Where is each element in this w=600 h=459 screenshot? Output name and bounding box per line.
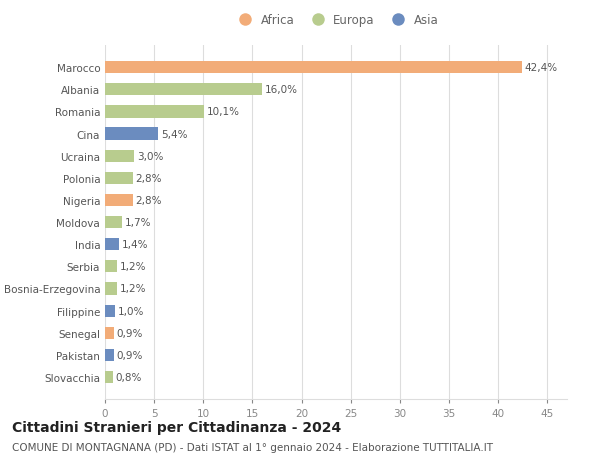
Text: 2,8%: 2,8% — [136, 174, 162, 184]
Legend: Africa, Europa, Asia: Africa, Europa, Asia — [229, 9, 443, 32]
Bar — [105, 217, 122, 229]
Text: 3,0%: 3,0% — [137, 151, 164, 162]
Text: 42,4%: 42,4% — [525, 63, 558, 73]
Bar — [105, 349, 114, 361]
Text: 1,7%: 1,7% — [125, 218, 151, 228]
Text: 0,9%: 0,9% — [117, 350, 143, 360]
Text: 0,9%: 0,9% — [117, 328, 143, 338]
Bar — [105, 195, 133, 207]
Bar — [105, 84, 262, 96]
Text: 1,2%: 1,2% — [120, 284, 146, 294]
Text: 5,4%: 5,4% — [161, 129, 188, 139]
Text: 16,0%: 16,0% — [265, 85, 298, 95]
Text: Cittadini Stranieri per Cittadinanza - 2024: Cittadini Stranieri per Cittadinanza - 2… — [12, 420, 341, 434]
Text: 0,8%: 0,8% — [116, 372, 142, 382]
Text: COMUNE DI MONTAGNANA (PD) - Dati ISTAT al 1° gennaio 2024 - Elaborazione TUTTITA: COMUNE DI MONTAGNANA (PD) - Dati ISTAT a… — [12, 442, 493, 452]
Bar — [105, 150, 134, 162]
Bar — [105, 371, 113, 383]
Bar — [105, 173, 133, 185]
Text: 2,8%: 2,8% — [136, 196, 162, 206]
Text: 1,2%: 1,2% — [120, 262, 146, 272]
Bar — [105, 261, 117, 273]
Text: 10,1%: 10,1% — [207, 107, 240, 117]
Bar — [105, 128, 158, 140]
Bar — [105, 327, 114, 339]
Text: 1,4%: 1,4% — [122, 240, 148, 250]
Bar — [105, 106, 204, 118]
Bar — [105, 239, 119, 251]
Text: 1,0%: 1,0% — [118, 306, 144, 316]
Bar — [105, 62, 522, 74]
Bar — [105, 305, 115, 317]
Bar — [105, 283, 117, 295]
